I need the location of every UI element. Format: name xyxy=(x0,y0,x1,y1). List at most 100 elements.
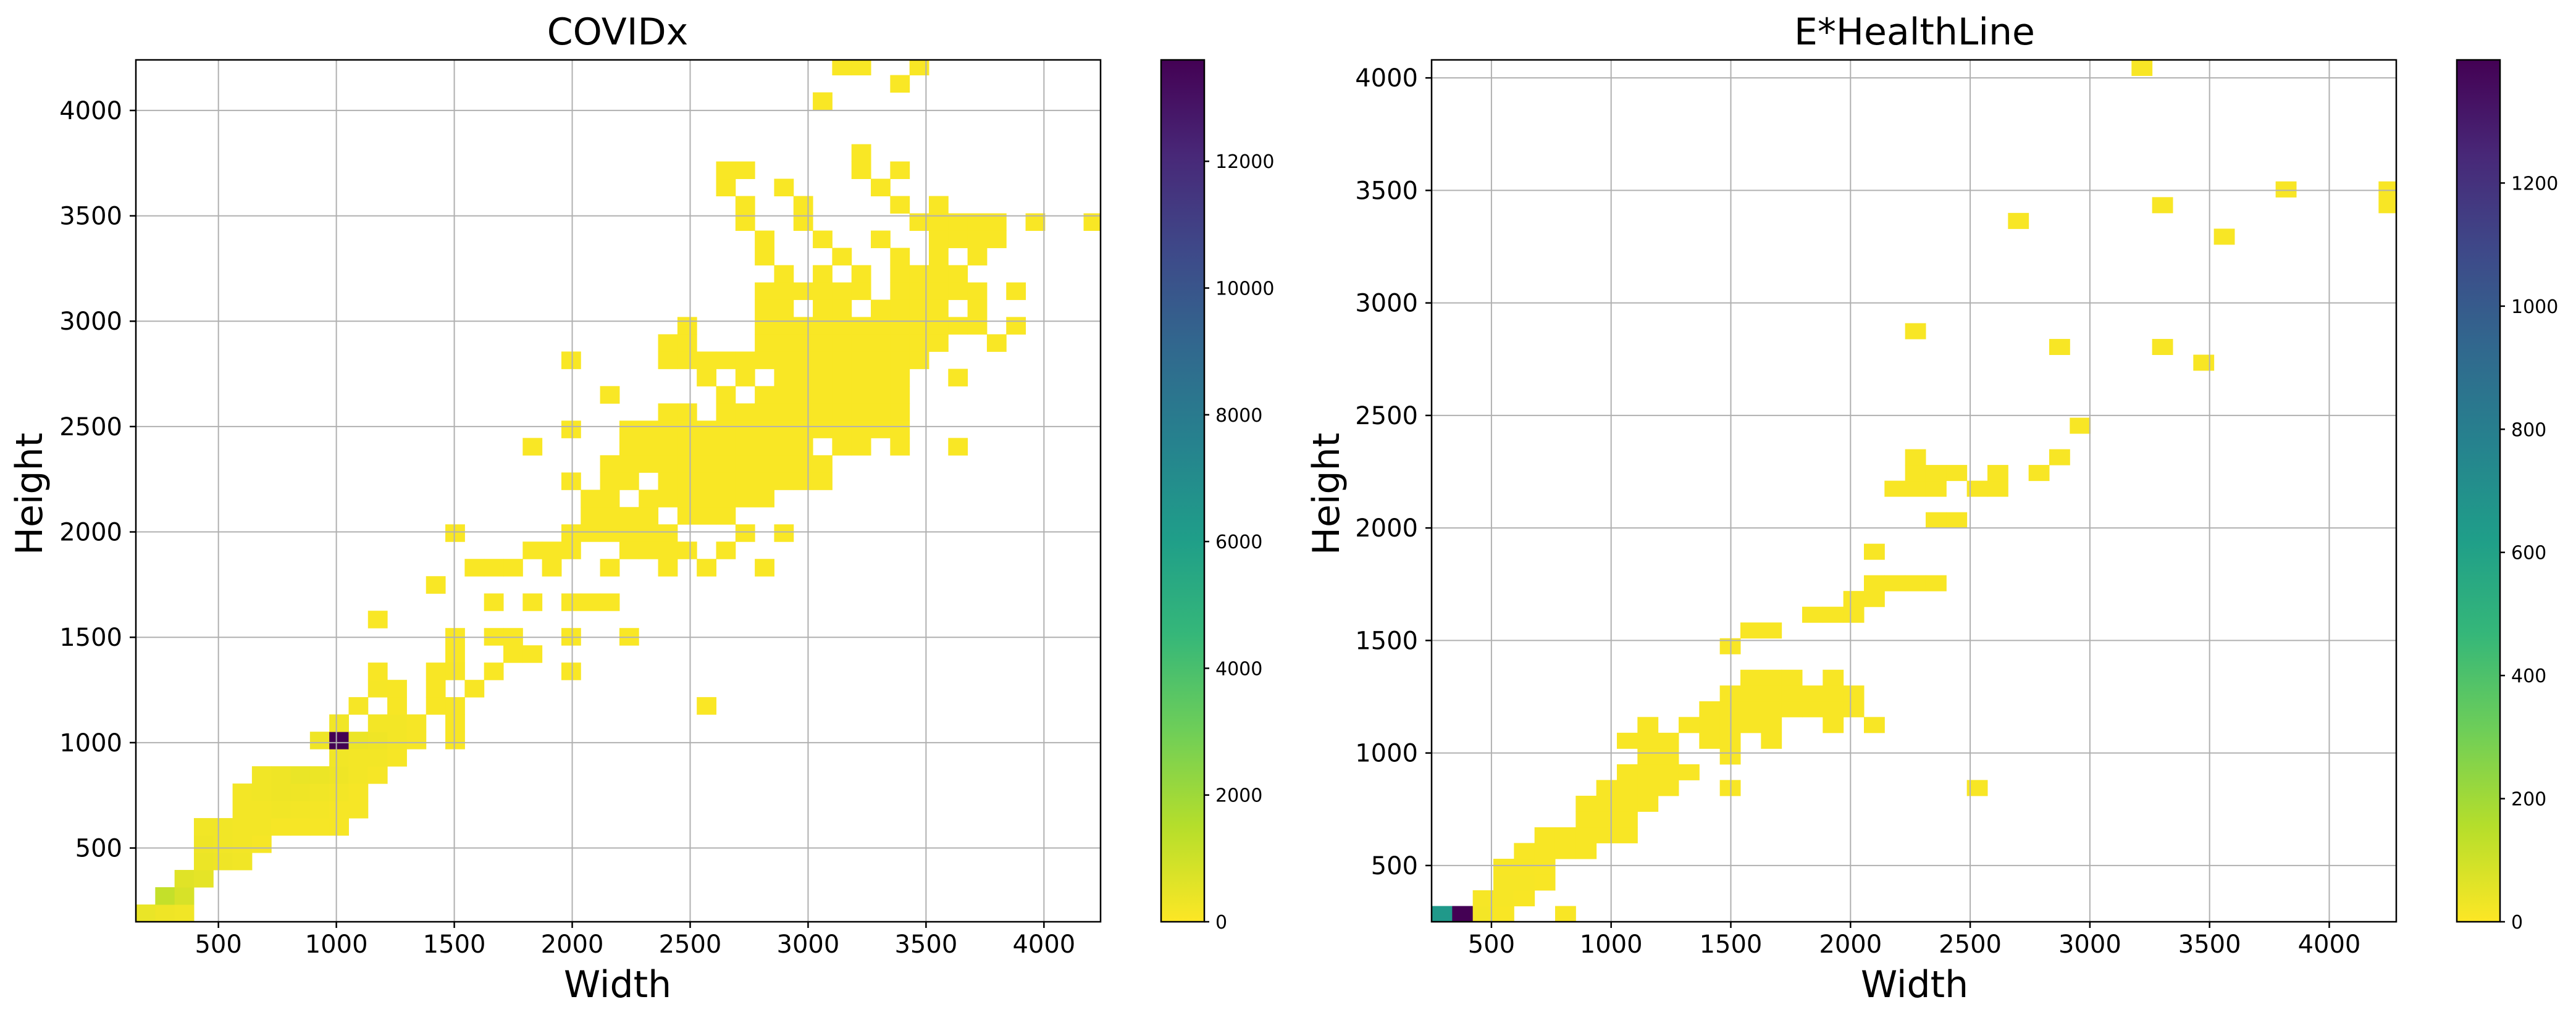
heatmap-cell xyxy=(2193,354,2215,371)
heatmap-cell xyxy=(445,645,465,663)
heatmap-cell xyxy=(1472,890,1494,906)
heatmap-cell xyxy=(774,403,794,421)
heatmap-cell xyxy=(774,351,794,369)
x-tick-label: 3500 xyxy=(894,930,957,959)
heatmap-cell xyxy=(271,801,292,819)
heatmap-cell xyxy=(890,403,910,421)
heatmap-cell xyxy=(1575,811,1597,828)
heatmap-cell xyxy=(793,420,813,438)
heatmap-cell xyxy=(1534,874,1556,891)
heatmap-cell xyxy=(832,248,852,265)
heatmap-cell xyxy=(793,369,813,386)
heatmap-cell xyxy=(1596,811,1617,828)
heatmap-cell xyxy=(1925,465,1947,482)
heatmap-cell xyxy=(1823,669,1844,686)
heatmap-cell xyxy=(986,230,1007,248)
heatmap-cell xyxy=(561,541,581,559)
heatmap-cell xyxy=(1514,890,1535,906)
heatmap-cell xyxy=(658,472,678,490)
heatmap-cell xyxy=(890,369,910,386)
heatmap-cell xyxy=(793,317,813,335)
y-axis-label: Height xyxy=(8,433,51,555)
heatmap-cell xyxy=(793,455,813,473)
heatmap-cell xyxy=(1658,780,1679,796)
heatmap-cell xyxy=(774,386,794,404)
heatmap-cell xyxy=(1761,669,1782,686)
heatmap-cell xyxy=(522,645,543,663)
colorbar-frame xyxy=(1160,59,1206,923)
heatmap-cell xyxy=(1740,685,1761,702)
heatmap-cell xyxy=(1781,685,1803,702)
heatmap-cell xyxy=(716,161,736,180)
heatmap-cell xyxy=(948,230,968,248)
heatmap-cell xyxy=(813,369,833,386)
heatmap-cell xyxy=(735,369,755,386)
heatmap-cell xyxy=(986,334,1007,352)
heatmap-cell xyxy=(232,801,253,819)
heatmap-cell xyxy=(1802,685,1823,702)
heatmap-cell xyxy=(697,351,716,369)
heatmap-cell xyxy=(890,265,910,283)
heatmap-cell xyxy=(1637,795,1659,812)
heatmap-cell xyxy=(581,507,601,525)
y-tick-label: 1000 xyxy=(59,729,122,758)
heatmap-cell xyxy=(774,455,794,473)
x-axis-ticks: 500 1000 1500 2000 2500 3000 3500 4000 xyxy=(195,922,1075,959)
heatmap-cell xyxy=(832,438,852,456)
y-tick-label: 3000 xyxy=(1355,290,1418,318)
heatmap-cell xyxy=(2028,465,2050,482)
heatmap-cell xyxy=(348,749,369,767)
heatmap-cell xyxy=(658,420,678,438)
heatmap-cell xyxy=(1616,827,1638,843)
heatmap-cell xyxy=(1740,717,1761,733)
heatmap-cell xyxy=(309,766,330,784)
heatmap-cell xyxy=(561,662,581,680)
heatmap-cell xyxy=(561,472,581,490)
heatmap-cell xyxy=(813,455,833,473)
heatmap-cell xyxy=(697,472,716,490)
x-tick-label: 500 xyxy=(1468,930,1515,959)
heatmap-cell xyxy=(445,714,465,732)
heatmap-cell xyxy=(697,455,716,473)
heatmap-cell xyxy=(871,386,891,404)
heatmap-cell xyxy=(1925,480,1947,497)
heatmap-cell xyxy=(600,559,620,577)
heatmap-cell xyxy=(813,317,833,335)
heatmap-cell xyxy=(619,438,639,456)
heatmap-cell xyxy=(581,490,601,508)
heatmap-cell xyxy=(290,801,311,819)
colorbar-tick-label: 12000 xyxy=(1215,151,1274,173)
heatmap-cell xyxy=(697,490,716,508)
heatmap-cell xyxy=(851,386,871,404)
heatmap-cell xyxy=(755,438,774,456)
heatmap-cell xyxy=(1740,669,1761,686)
heatmap-cell xyxy=(136,904,156,922)
heatmap-cell xyxy=(174,904,195,922)
heatmap-cell xyxy=(329,783,349,801)
heatmap-cell xyxy=(1823,606,1844,623)
heatmap-cell xyxy=(967,248,988,265)
heatmap-cell xyxy=(1905,480,1926,497)
heatmap-cell xyxy=(851,317,871,335)
heatmap-cell xyxy=(309,801,330,819)
heatmap-cell xyxy=(387,680,407,698)
heatmap-cell xyxy=(367,611,388,629)
heatmap-cell xyxy=(677,334,697,352)
heatmap-cell xyxy=(329,801,349,819)
heatmap-cell xyxy=(1823,701,1844,717)
heatmap-cell xyxy=(735,403,755,421)
heatmap-cell xyxy=(716,420,736,438)
colorbar-tick-label: 2000 xyxy=(1215,785,1262,807)
heatmap-cell xyxy=(658,334,678,352)
heatmap-cell xyxy=(928,265,949,283)
heatmap-cell xyxy=(735,472,755,490)
heatmap-cell xyxy=(329,818,349,836)
heatmap-cell xyxy=(1946,465,1968,482)
heatmap-cell xyxy=(813,420,833,438)
heatmap-cells xyxy=(1432,60,2397,922)
x-axis-ticks: 500 1000 1500 2000 2500 3000 3500 4000 xyxy=(1468,922,2360,959)
heatmap-cell xyxy=(755,386,774,404)
heatmap-cell xyxy=(619,455,639,473)
y-tick-label: 2500 xyxy=(1355,402,1418,430)
heatmap-cell xyxy=(522,593,543,611)
